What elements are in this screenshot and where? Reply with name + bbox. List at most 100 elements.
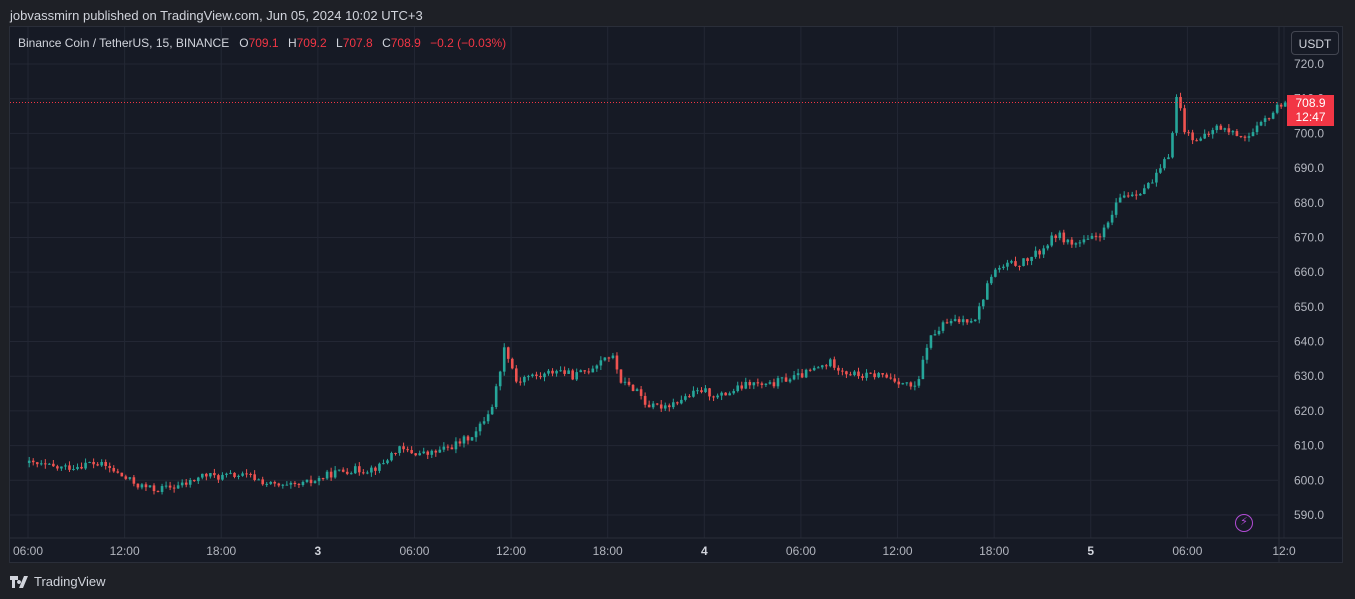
time-tick-label: 4 xyxy=(701,544,708,558)
candle-body xyxy=(990,276,993,284)
currency-button[interactable]: USDT xyxy=(1291,31,1339,55)
candle-body xyxy=(865,372,868,378)
candle-body xyxy=(820,365,824,368)
candle xyxy=(1215,124,1219,133)
candle-body xyxy=(349,473,353,475)
candle xyxy=(478,421,482,436)
candle xyxy=(438,446,442,453)
grid-lines xyxy=(10,27,1285,538)
candle-body xyxy=(337,469,341,471)
candle-body xyxy=(986,283,989,300)
candle-body xyxy=(732,391,735,394)
candle xyxy=(1255,121,1259,135)
candle-body xyxy=(482,421,486,424)
candle xyxy=(812,365,816,372)
candle-body xyxy=(547,370,550,374)
candle xyxy=(1279,103,1283,109)
candle-body xyxy=(784,377,788,382)
candle-body xyxy=(265,483,269,485)
candle xyxy=(249,472,252,478)
candle xyxy=(716,393,719,400)
candle xyxy=(788,377,792,384)
candle-body xyxy=(1138,194,1142,196)
candle xyxy=(905,382,909,386)
candle-body xyxy=(205,473,208,477)
candle xyxy=(539,372,542,380)
candle xyxy=(748,379,752,389)
candle-body xyxy=(515,368,518,382)
candle xyxy=(160,483,164,495)
candle-body xyxy=(1090,235,1094,239)
candle xyxy=(100,459,103,467)
candle xyxy=(973,319,977,322)
candle-body xyxy=(833,359,836,368)
candle xyxy=(1058,230,1062,241)
candle-body xyxy=(583,370,587,372)
candle xyxy=(201,473,204,480)
candle xyxy=(676,401,679,406)
candle xyxy=(176,481,180,489)
candle xyxy=(712,395,715,402)
candle xyxy=(192,479,196,482)
candle xyxy=(684,393,687,402)
candle-body xyxy=(969,321,973,323)
candle xyxy=(1106,221,1110,230)
candle xyxy=(981,298,985,310)
candle xyxy=(386,458,389,465)
tradingview-logo[interactable]: TradingView xyxy=(10,574,106,589)
lightning-icon[interactable]: ⚡ xyxy=(1235,514,1253,532)
candle-body xyxy=(736,385,740,392)
candle-body xyxy=(1118,197,1122,203)
time-tick-label: 06:00 xyxy=(786,544,816,558)
candle xyxy=(990,274,993,286)
candle xyxy=(1002,264,1005,270)
candle xyxy=(575,368,578,382)
candle xyxy=(1050,232,1054,248)
candle xyxy=(422,447,426,455)
candle-body xyxy=(977,306,981,320)
candle xyxy=(909,381,913,390)
candle-body xyxy=(374,467,377,471)
candle xyxy=(474,426,478,442)
candle-body xyxy=(1211,130,1215,135)
candle xyxy=(120,472,124,477)
candle xyxy=(1171,131,1174,159)
candle xyxy=(345,468,349,476)
candle xyxy=(1038,249,1041,259)
candle xyxy=(237,474,240,480)
candle-body xyxy=(808,369,812,371)
candle xyxy=(1034,246,1037,259)
candle-body xyxy=(1159,168,1162,173)
candle xyxy=(857,367,860,379)
candle xyxy=(140,483,144,490)
candle-body xyxy=(692,390,695,397)
candle xyxy=(820,364,824,370)
candle xyxy=(1070,237,1074,248)
candle xyxy=(901,382,905,385)
candle xyxy=(732,388,735,395)
candle-body xyxy=(543,373,546,378)
candle-body xyxy=(607,357,611,359)
candle-body xyxy=(571,370,574,380)
candle-body xyxy=(1147,182,1150,189)
candle-body xyxy=(845,371,848,375)
candle-body xyxy=(494,386,498,408)
candle xyxy=(390,451,393,462)
candle xyxy=(1159,164,1162,174)
candle-body xyxy=(1018,265,1021,267)
candle-body xyxy=(631,384,635,391)
candle-body xyxy=(1062,232,1066,243)
candle xyxy=(998,265,1001,273)
candle xyxy=(873,370,876,380)
candle xyxy=(861,373,864,381)
candle-body xyxy=(1058,232,1062,239)
last-price-tag: 708.9 12:47 xyxy=(1287,95,1334,126)
candle xyxy=(527,374,530,381)
candle xyxy=(1243,135,1247,142)
close-label: C xyxy=(382,36,391,50)
price-tick-label: 620.0 xyxy=(1294,404,1324,418)
price-tick-label: 630.0 xyxy=(1294,369,1324,383)
candle xyxy=(893,374,897,384)
candle xyxy=(426,450,430,459)
